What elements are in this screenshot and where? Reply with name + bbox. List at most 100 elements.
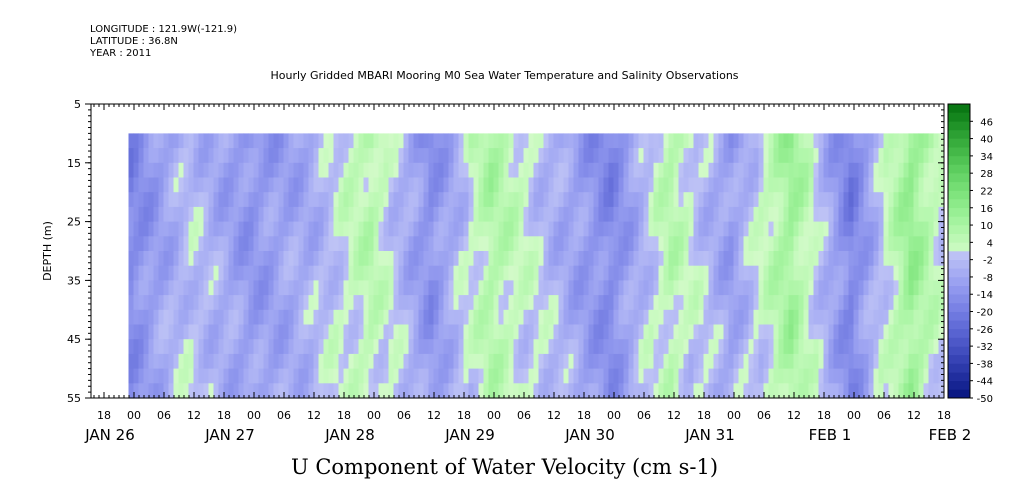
heatmap-cell <box>353 221 360 237</box>
heatmap-cell <box>418 148 425 164</box>
heatmap-cell <box>243 221 250 237</box>
heatmap-cell <box>718 206 725 223</box>
heatmap-cell <box>378 206 385 223</box>
heatmap-cell <box>538 309 545 326</box>
heatmap-cell <box>313 177 320 193</box>
heatmap-cell <box>733 251 740 267</box>
heatmap-cell <box>568 148 575 164</box>
heatmap-cell <box>798 368 805 384</box>
heatmap-cell <box>273 324 280 340</box>
heatmap-cell <box>878 177 885 193</box>
heatmap-cell <box>588 309 595 326</box>
heatmap-cell <box>623 177 630 193</box>
heatmap-cell <box>573 206 580 223</box>
heatmap-cell <box>183 192 190 208</box>
heatmap-cell <box>598 236 605 252</box>
heatmap-cell <box>418 339 425 355</box>
heatmap-cell <box>858 251 865 267</box>
heatmap-cell <box>653 251 660 267</box>
heatmap-cell <box>643 221 650 237</box>
heatmap-cell <box>868 324 875 340</box>
heatmap-cell <box>318 177 325 193</box>
heatmap-cell <box>243 206 250 223</box>
heatmap-cell <box>138 162 145 179</box>
heatmap-cell <box>898 221 905 237</box>
heatmap-cell <box>408 148 415 164</box>
heatmap-cell <box>308 383 315 399</box>
heatmap-cell <box>803 206 810 223</box>
heatmap-cell <box>643 324 650 340</box>
heatmap-cell <box>148 133 155 149</box>
heatmap-cell <box>508 148 515 164</box>
heatmap-cell <box>543 162 550 179</box>
heatmap-cell <box>138 133 145 149</box>
heatmap-cell <box>398 148 405 164</box>
heatmap-cell <box>233 162 240 179</box>
heatmap-cell <box>703 206 710 223</box>
heatmap-cell <box>333 368 340 384</box>
heatmap-cell <box>773 295 780 311</box>
heatmap-cell <box>783 265 790 281</box>
heatmap-cell <box>853 162 860 179</box>
heatmap-cell <box>608 383 615 399</box>
heatmap-cell <box>153 148 160 164</box>
heatmap-cell <box>238 383 245 399</box>
heatmap-cell <box>878 265 885 281</box>
heatmap-cell <box>378 251 385 267</box>
heatmap-cell <box>908 251 915 267</box>
heatmap-cell <box>698 162 705 179</box>
heatmap-cell <box>358 192 365 208</box>
heatmap-cell <box>653 236 660 252</box>
x-hour-label: 12 <box>907 409 921 422</box>
heatmap-cell <box>173 324 180 340</box>
heatmap-cell <box>128 324 135 340</box>
heatmap-cell <box>788 236 795 252</box>
heatmap-cell <box>868 236 875 252</box>
heatmap-cell <box>703 221 710 237</box>
heatmap-cell <box>503 324 510 340</box>
heatmap-cell <box>908 148 915 164</box>
heatmap-cell <box>413 309 420 326</box>
heatmap-cell <box>283 162 290 179</box>
heatmap-cell <box>253 221 260 237</box>
heatmap-cell <box>538 383 545 399</box>
heatmap-cell <box>698 206 705 223</box>
heatmap-cell <box>488 265 495 281</box>
heatmap-cell <box>813 133 820 149</box>
heatmap-cell <box>558 162 565 179</box>
heatmap-cell <box>148 148 155 164</box>
heatmap-cell <box>178 221 185 237</box>
heatmap-cell <box>933 265 940 281</box>
heatmap-cell <box>168 236 175 252</box>
heatmap-cell <box>893 236 900 252</box>
heatmap-cell <box>908 206 915 223</box>
heatmap-cell <box>358 280 365 296</box>
heatmap-cell <box>688 206 695 223</box>
heatmap-cell <box>303 148 310 164</box>
heatmap-cell <box>668 162 675 179</box>
heatmap-cell <box>228 221 235 237</box>
heatmap-cell <box>623 162 630 179</box>
heatmap-cell <box>143 177 150 193</box>
heatmap-cell <box>898 295 905 311</box>
heatmap-cell <box>163 353 170 370</box>
heatmap-cell <box>918 295 925 311</box>
heatmap-cell <box>138 192 145 208</box>
x-hour-label: 18 <box>937 409 951 422</box>
heatmap-cell <box>463 383 470 399</box>
heatmap-cell <box>458 309 465 326</box>
heatmap-cell <box>798 236 805 252</box>
heatmap-cell <box>858 206 865 223</box>
heatmap-cell <box>403 280 410 296</box>
heatmap-cell <box>423 383 430 399</box>
heatmap-cell <box>763 192 770 208</box>
heatmap-cell <box>708 339 715 355</box>
heatmap-cell <box>583 148 590 164</box>
heatmap-cell <box>753 133 760 149</box>
heatmap-field <box>128 133 945 399</box>
heatmap-cell <box>573 383 580 399</box>
heatmap-cell <box>938 251 945 267</box>
heatmap-cell <box>778 295 785 311</box>
heatmap-cell <box>208 309 215 326</box>
heatmap-cell <box>783 383 790 399</box>
